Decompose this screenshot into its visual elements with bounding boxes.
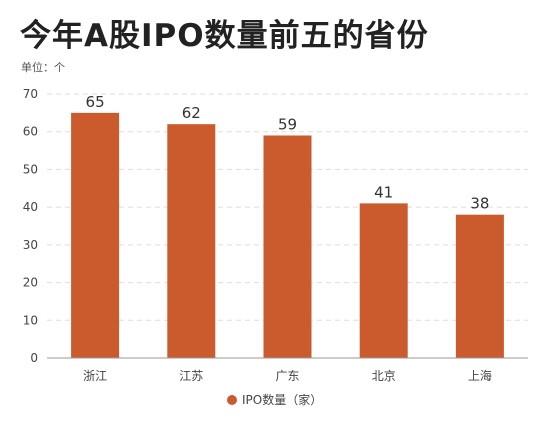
- y-tick-label: 10: [23, 313, 38, 327]
- y-tick-label: 60: [23, 125, 38, 139]
- category-label: 上海: [468, 368, 492, 383]
- bar-5: [455, 214, 504, 358]
- y-tick-label: 0: [30, 351, 38, 365]
- value-labels: 65 62 59 41 38: [86, 93, 490, 213]
- category-label: 江苏: [179, 369, 203, 383]
- y-tick-label: 50: [23, 162, 38, 176]
- y-tick-label: 40: [23, 200, 38, 214]
- bar-1: [71, 112, 120, 358]
- x-axis-categories: 浙江 江苏 广东 北京 上海: [83, 368, 492, 383]
- y-axis-ticks: 0 10 20 30 40 50 60 70: [23, 87, 38, 365]
- bar-4: [359, 203, 408, 358]
- legend-label: IPO数量（家）: [242, 392, 322, 407]
- grid-lines: [47, 93, 528, 321]
- bar-2: [167, 124, 216, 359]
- bars: [71, 112, 504, 359]
- bar-3: [263, 135, 312, 358]
- y-tick-label: 70: [23, 87, 38, 101]
- chart-title: 今年A股IPO数量前五的省份: [20, 18, 429, 54]
- legend-marker: [227, 395, 237, 405]
- category-label: 广东: [275, 369, 299, 383]
- y-tick-label: 30: [23, 238, 38, 252]
- value-label: 41: [374, 183, 393, 201]
- value-label: 62: [182, 104, 201, 122]
- y-tick-label: 20: [23, 276, 38, 290]
- value-label: 59: [278, 115, 297, 133]
- value-label: 65: [86, 93, 105, 111]
- category-label: 浙江: [83, 369, 107, 383]
- category-label: 北京: [372, 369, 396, 383]
- value-label: 38: [470, 195, 489, 213]
- legend: IPO数量（家）: [227, 392, 322, 407]
- unit-label: 单位：个: [21, 61, 65, 74]
